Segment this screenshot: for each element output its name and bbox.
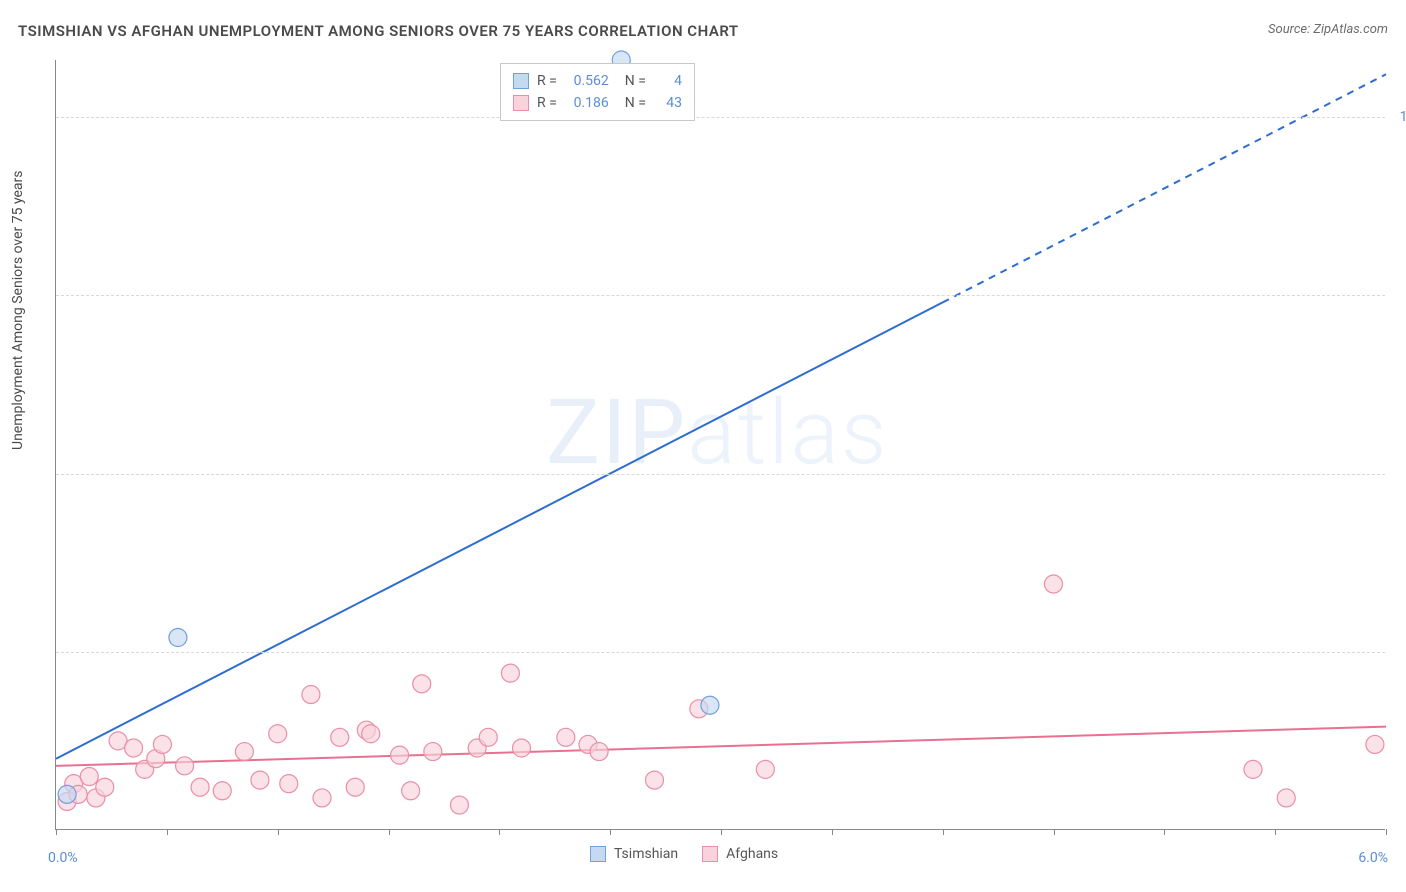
legend-swatch: [590, 846, 606, 862]
scatter-point-afghans: [1366, 735, 1384, 753]
x-tick-label-max: 6.0%: [1358, 850, 1388, 866]
scatter-point-afghans: [96, 778, 114, 796]
legend-n-value: 43: [654, 95, 682, 111]
scatter-point-afghans: [1277, 789, 1295, 807]
y-tick-label: 50.0%: [1390, 466, 1406, 482]
x-tick: [389, 829, 390, 835]
scatter-point-afghans: [479, 728, 497, 746]
x-tick: [1054, 829, 1055, 835]
scatter-point-afghans: [1045, 575, 1063, 593]
x-tick: [721, 829, 722, 835]
scatter-point-tsimshian: [58, 785, 76, 803]
scatter-point-afghans: [402, 782, 420, 800]
scatter-point-afghans: [280, 775, 298, 793]
y-tick-label: 75.0%: [1390, 287, 1406, 303]
x-tick: [832, 829, 833, 835]
x-tick: [56, 829, 57, 835]
legend-n-value: 4: [654, 73, 682, 89]
legend-n-label: N =: [625, 73, 646, 89]
scatter-point-afghans: [213, 782, 231, 800]
legend-r-label: R =: [537, 73, 557, 89]
x-tick: [167, 829, 168, 835]
y-axis-label: Unemployment Among Seniors over 75 years: [10, 171, 26, 451]
x-tick: [278, 829, 279, 835]
y-tick-label: 100.0%: [1390, 109, 1406, 125]
scatter-point-afghans: [346, 778, 364, 796]
scatter-point-tsimshian: [701, 696, 719, 714]
regression-extrap-tsimshian: [943, 74, 1386, 302]
scatter-point-afghans: [513, 739, 531, 757]
scatter-point-afghans: [176, 757, 194, 775]
x-tick: [943, 829, 944, 835]
gridline-h: [56, 117, 1385, 118]
scatter-point-afghans: [424, 743, 442, 761]
x-tick: [1164, 829, 1165, 835]
x-tick: [1386, 829, 1387, 835]
regression-line-tsimshian: [56, 302, 943, 758]
scatter-point-afghans: [756, 760, 774, 778]
legend-swatch: [513, 95, 529, 111]
scatter-point-afghans: [269, 725, 287, 743]
gridline-h: [56, 295, 1385, 296]
scatter-point-afghans: [153, 735, 171, 753]
scatter-point-afghans: [646, 771, 664, 789]
scatter-point-afghans: [302, 686, 320, 704]
scatter-point-afghans: [191, 778, 209, 796]
x-tick: [610, 829, 611, 835]
x-tick: [1275, 829, 1276, 835]
scatter-point-afghans: [391, 746, 409, 764]
scatter-point-afghans: [501, 664, 519, 682]
x-tick: [499, 829, 500, 835]
scatter-point-afghans: [557, 728, 575, 746]
legend-swatch: [702, 846, 718, 862]
scatter-point-afghans: [251, 771, 269, 789]
gridline-h: [56, 474, 1385, 475]
scatter-point-afghans: [362, 725, 380, 743]
legend-stats-box: R = 0.562 N = 4 R = 0.186 N = 43: [500, 63, 695, 121]
legend-label: Afghans: [726, 846, 778, 862]
legend-item: Tsimshian: [590, 846, 678, 862]
legend-stats-row: R = 0.562 N = 4: [513, 70, 682, 92]
scatter-point-afghans: [331, 728, 349, 746]
scatter-point-afghans: [80, 768, 98, 786]
y-tick-label: 25.0%: [1390, 644, 1406, 660]
legend-n-label: N =: [625, 95, 646, 111]
legend-series: Tsimshian Afghans: [590, 846, 778, 862]
scatter-point-afghans: [590, 743, 608, 761]
scatter-point-afghans: [125, 739, 143, 757]
scatter-point-afghans: [235, 743, 253, 761]
source-attribution: Source: ZipAtlas.com: [1268, 22, 1388, 37]
legend-label: Tsimshian: [614, 846, 678, 862]
gridline-h: [56, 652, 1385, 653]
legend-r-label: R =: [537, 95, 557, 111]
scatter-point-afghans: [450, 796, 468, 814]
legend-item: Afghans: [702, 846, 778, 862]
legend-r-value: 0.562: [565, 73, 609, 89]
scatter-point-afghans: [1244, 760, 1262, 778]
plot-svg: [56, 60, 1385, 829]
legend-r-value: 0.186: [565, 95, 609, 111]
chart-title: TSIMSHIAN VS AFGHAN UNEMPLOYMENT AMONG S…: [18, 22, 739, 40]
plot-area: ZIPatlas 25.0%50.0%75.0%100.0%: [55, 60, 1385, 830]
legend-stats-row: R = 0.186 N = 43: [513, 92, 682, 114]
scatter-point-afghans: [313, 789, 331, 807]
regression-line-afghans: [56, 727, 1386, 766]
x-tick-label-min: 0.0%: [48, 850, 78, 866]
legend-swatch: [513, 73, 529, 89]
scatter-point-afghans: [413, 675, 431, 693]
scatter-point-tsimshian: [169, 629, 187, 647]
